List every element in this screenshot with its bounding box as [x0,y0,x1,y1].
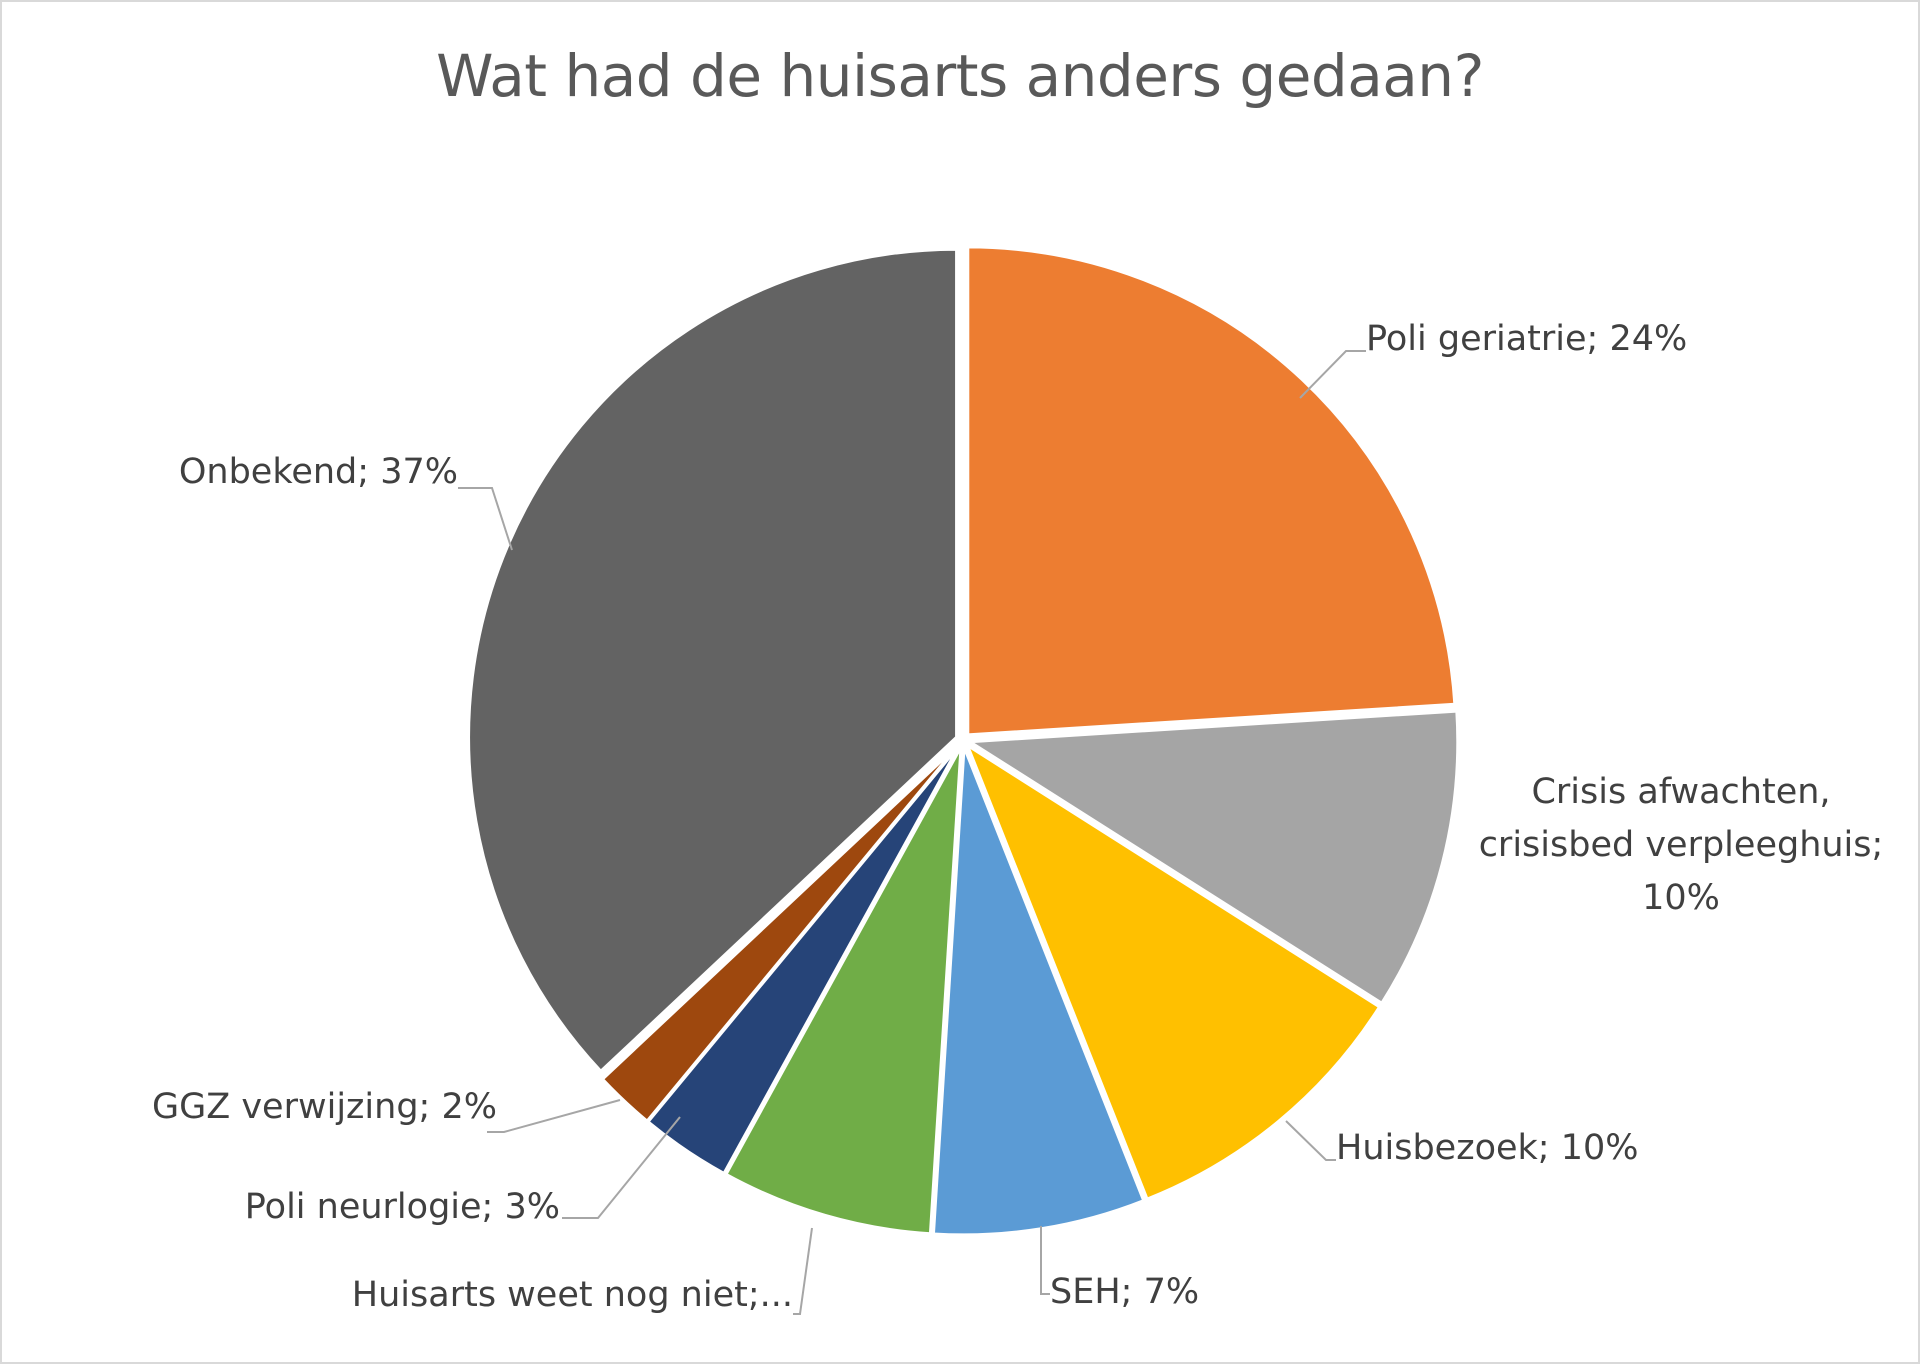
pie-slices [467,245,1460,1237]
pie-slice-poli-geriatrie [966,245,1457,737]
leader-line-onbekend [458,487,513,551]
pie-slice-crisis-afwachten-crisisbed-verpleeghuis [965,709,1460,1006]
leader-line-huisarts [793,1227,813,1315]
data-label-poli-geriatrie: Poli geriatrie; 24% [1366,319,1687,359]
data-labels: Poli geriatrie; 24% Crisis afwachten, cr… [152,319,1883,1315]
leader-line-huisbezoek [1285,1120,1336,1161]
leader-line-poli-geriatrie [1299,350,1366,399]
data-label-huisarts: Huisarts weet nog niet;... [352,1275,793,1315]
leader-line-seh [1040,1226,1050,1295]
pie-slice-huisarts-weet-nog-niet [723,745,963,1236]
leader-line-poli-neurlogie [562,1116,681,1219]
data-label-crisis-line2: crisisbed verpleeghuis; [1479,825,1884,865]
pie-slice-onbekend [467,247,959,1074]
pie-slice-ggz-verwijzing [600,744,960,1124]
pie-slice-huisbezoek [964,741,1382,1202]
data-label-huisbezoek: Huisbezoek; 10% [1336,1128,1639,1168]
data-label-onbekend: Onbekend; 37% [179,452,458,492]
leader-line-ggz [487,1099,621,1133]
data-label-seh: SEH; 7% [1050,1272,1199,1312]
data-label-ggz: GGZ verwijzing; 2% [152,1087,497,1127]
data-label-crisis-line1: Crisis afwachten, [1531,772,1830,812]
leader-lines [458,350,1366,1315]
data-label-poli-neurlogie: Poli neurlogie; 3% [245,1187,560,1227]
chart-title: Wat had de huisarts anders gedaan? [436,42,1484,110]
data-label-crisis-line3: 10% [1642,878,1720,918]
